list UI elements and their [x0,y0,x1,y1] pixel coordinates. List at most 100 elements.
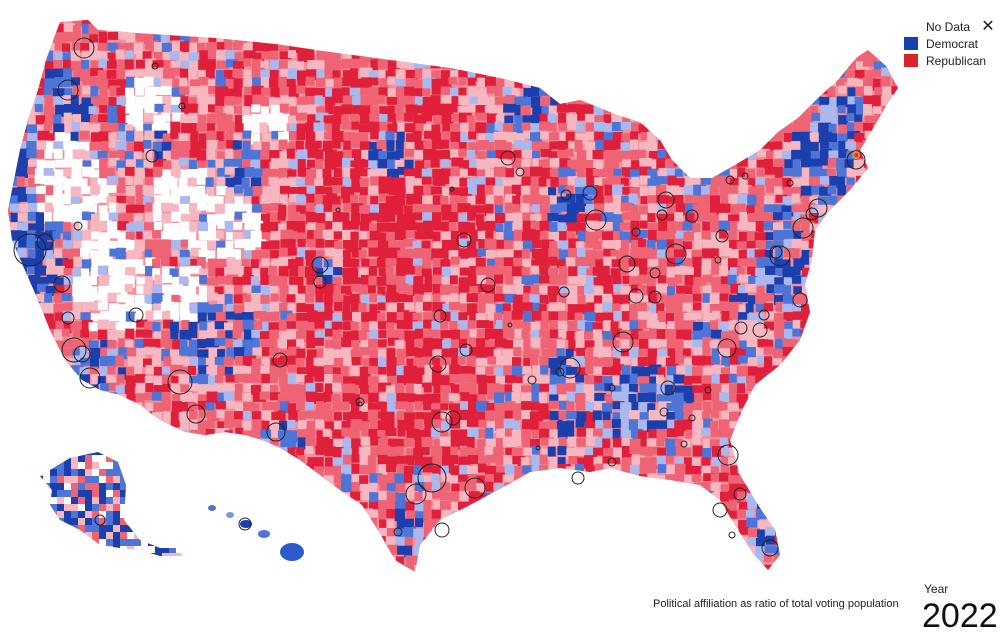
county-cell[interactable] [270,87,283,99]
county-cell[interactable] [801,149,813,160]
county-cell[interactable] [286,78,296,87]
county-cell[interactable] [441,348,451,358]
county-cell[interactable] [504,221,514,232]
county-cell[interactable] [260,429,272,440]
county-cell[interactable] [127,356,141,367]
county-cell[interactable] [144,294,156,307]
county-cell[interactable] [557,446,567,456]
county-cell[interactable] [259,438,272,450]
county-cell[interactable] [684,68,698,79]
county-cell[interactable] [620,356,631,365]
county-cell[interactable] [719,70,729,82]
county-cell[interactable] [413,60,425,73]
county-cell[interactable] [451,113,464,122]
county-cell[interactable] [198,428,209,438]
county-cell[interactable] [467,77,476,86]
county-cell[interactable] [630,205,639,217]
county-cell[interactable] [889,356,898,367]
county-cell[interactable] [829,175,838,188]
county-cell[interactable] [225,14,234,25]
county-cell[interactable] [880,76,891,88]
county-cell[interactable] [0,95,7,104]
county-cell[interactable] [701,329,715,338]
county-cell[interactable] [214,304,223,315]
county-cell[interactable] [854,96,867,106]
county-cell[interactable] [440,321,449,330]
county-cell[interactable] [206,329,218,338]
county-cell[interactable] [889,401,903,411]
county-cell[interactable] [864,355,876,364]
county-cell[interactable] [243,250,253,259]
county-cell[interactable] [901,448,913,457]
county-cell[interactable] [341,337,355,349]
county-cell[interactable] [0,85,13,95]
county-cell[interactable] [315,238,325,248]
county-cell[interactable] [350,220,359,230]
county-cell[interactable] [757,383,766,392]
county-cell[interactable] [871,204,883,214]
county-cell[interactable] [891,67,900,79]
county-cell[interactable] [693,321,704,332]
county-cell[interactable] [586,15,600,28]
county-cell[interactable] [667,94,678,105]
county-cell[interactable] [892,437,904,447]
county-cell[interactable] [504,115,514,124]
county-cell[interactable] [160,248,171,261]
county-cell[interactable] [179,77,188,87]
county-cell[interactable] [637,229,648,238]
county-cell[interactable] [368,247,381,257]
county-cell[interactable] [539,356,550,367]
county-cell[interactable] [504,25,516,37]
county-cell[interactable] [782,410,793,419]
county-cell[interactable] [169,256,178,267]
county-cell[interactable] [251,133,261,145]
county-cell[interactable] [8,60,20,69]
county-cell[interactable] [565,86,574,96]
county-cell[interactable] [343,355,352,366]
county-cell[interactable] [305,141,319,152]
county-cell[interactable] [189,411,198,422]
county-cell[interactable] [881,43,891,53]
county-cell[interactable] [360,95,371,106]
county-cell[interactable] [512,195,521,208]
county-cell[interactable] [261,23,275,36]
county-cell[interactable] [253,304,266,314]
county-cell[interactable] [801,439,812,449]
county-cell[interactable] [350,419,362,430]
county-cell[interactable] [828,420,840,430]
county-cell[interactable] [808,68,820,80]
county-cell[interactable] [314,95,323,106]
county-cell[interactable] [386,151,400,161]
county-cell[interactable] [757,322,768,332]
county-cell[interactable] [367,455,376,468]
county-cell[interactable] [595,14,607,22]
county-cell[interactable] [350,231,362,240]
county-cell[interactable] [396,348,409,358]
county-cell[interactable] [27,22,37,32]
county-cell[interactable] [350,384,359,396]
county-cell[interactable] [629,60,642,72]
county-cell[interactable] [558,329,567,338]
county-cell[interactable] [8,275,17,286]
county-cell[interactable] [468,374,479,385]
county-cell[interactable] [64,122,75,134]
county-cell[interactable] [575,256,586,267]
county-cell[interactable] [388,222,400,235]
county-cell[interactable] [207,113,217,125]
county-cell[interactable] [503,142,512,152]
county-cell[interactable] [496,68,507,77]
county-cell[interactable] [214,105,223,118]
county-cell[interactable] [774,437,785,450]
county-cell[interactable] [521,401,532,412]
county-cell[interactable] [739,106,750,119]
county-cell[interactable] [162,383,171,393]
county-cell[interactable] [179,140,192,151]
county-cell[interactable] [133,220,146,233]
county-cell[interactable] [107,392,117,404]
county-cell[interactable] [143,418,156,431]
county-cell[interactable] [161,42,175,53]
county-cell[interactable] [404,86,415,98]
county-cell[interactable] [649,364,662,375]
county-cell[interactable] [126,42,139,53]
county-cell[interactable] [656,124,669,137]
